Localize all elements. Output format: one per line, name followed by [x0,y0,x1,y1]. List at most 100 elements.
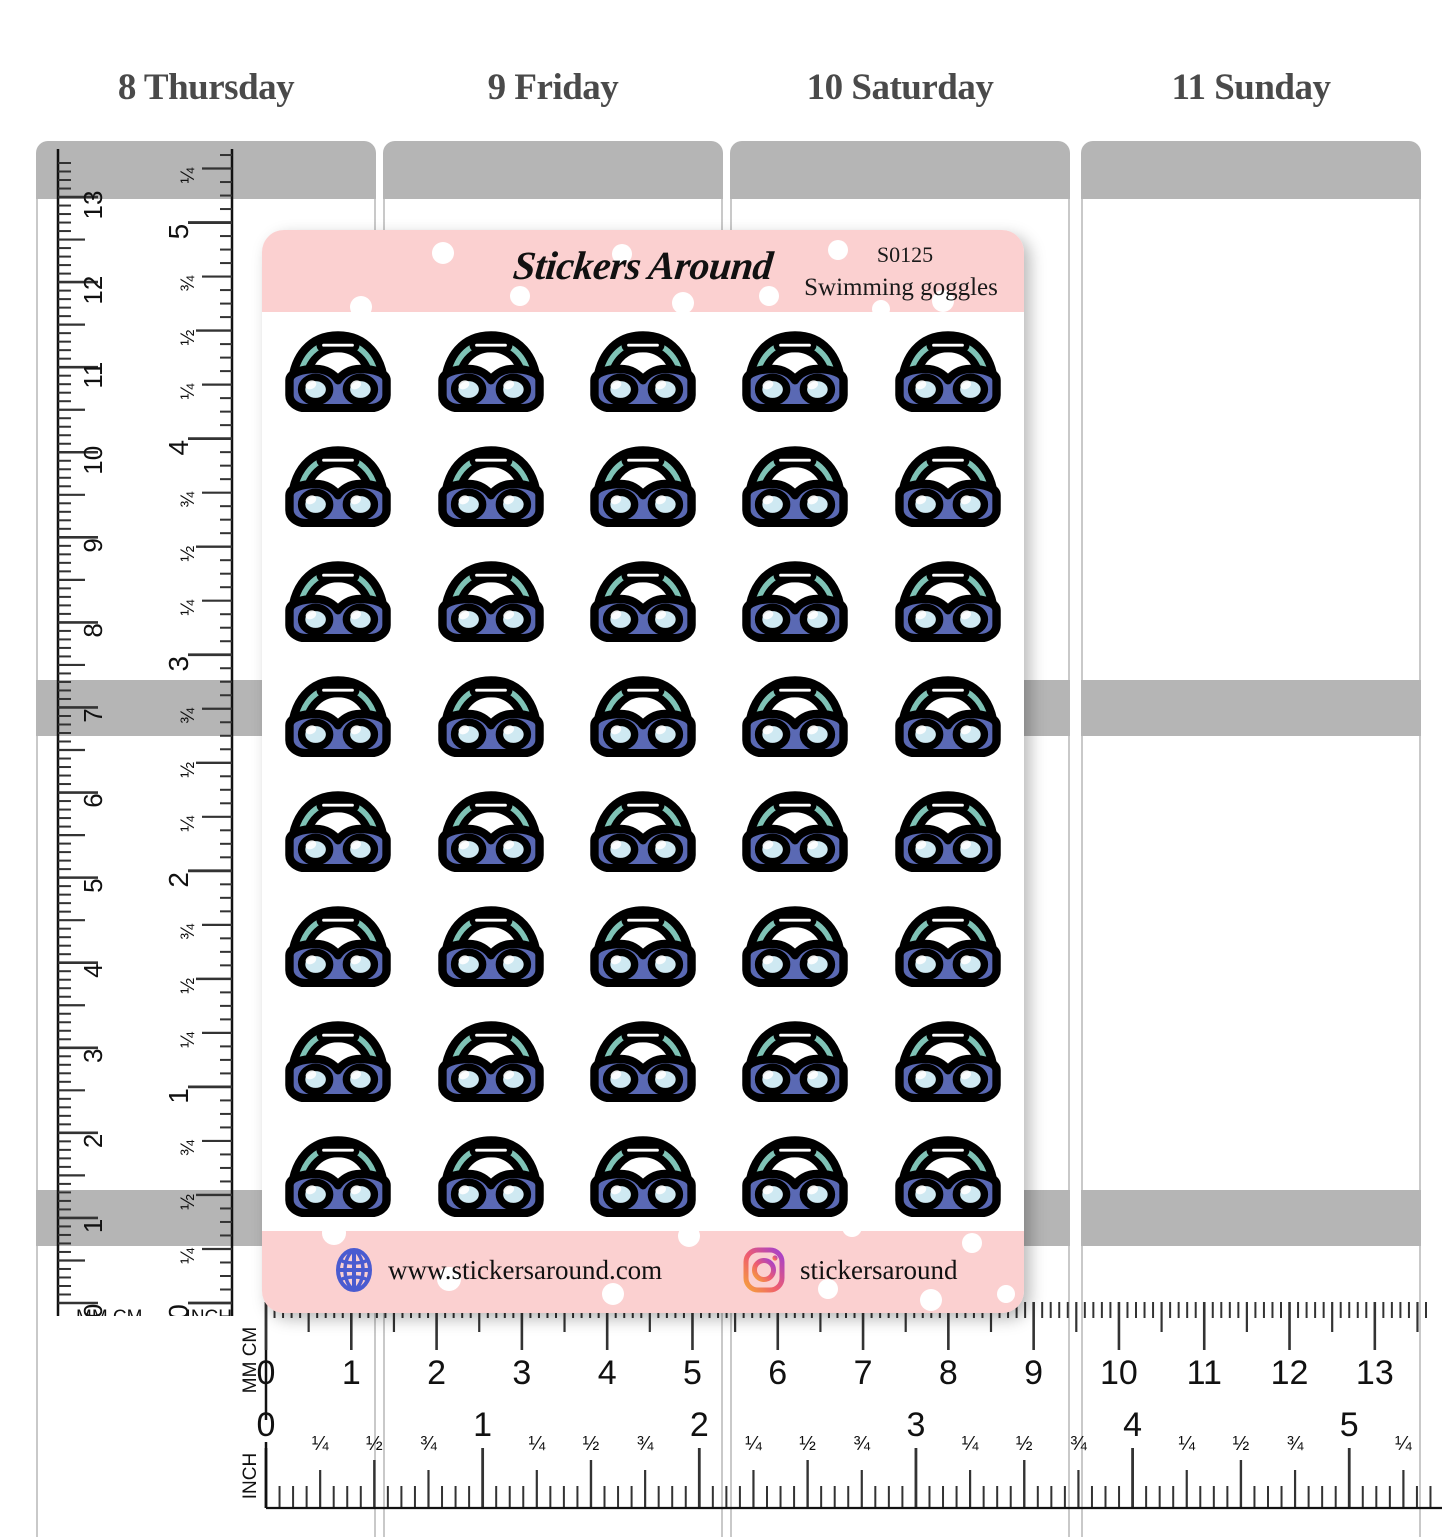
day-column-header [36,141,376,199]
sticker-swimming-goggles[interactable] [282,786,394,872]
ruler-h-inch-frac-label: ¼ [1178,1433,1195,1455]
ruler-h-inch-frac-label: ½ [1233,1433,1250,1455]
sticker-swimming-goggles[interactable] [892,671,1004,758]
ruler-v-cm-label-1: 1 [78,1219,108,1233]
ruler-v-cm-label-2: 2 [78,1134,108,1148]
sticker-swimming-goggles[interactable] [739,901,851,987]
ruler-v-inch-frac-label: ½ [178,330,199,346]
globe-icon [336,1248,372,1292]
sticker-swimming-goggles[interactable] [892,441,1004,528]
footer-dot-2 [602,1283,624,1305]
ruler-h-inch-label-2: 2 [690,1406,709,1444]
sticker-swimming-goggles[interactable] [435,441,547,528]
header-dot-6 [828,240,848,260]
ruler-h-inch-label-5: 5 [1340,1406,1359,1444]
sticker-swimming-goggles[interactable] [435,326,547,413]
sticker-swimming-goggles[interactable] [282,441,394,528]
ruler-h-cm-label-0: 0 [257,1354,276,1392]
sticker-swimming-goggles[interactable] [282,1131,394,1217]
ruler-v-inch-frac-label: ¼ [178,383,199,400]
ruler-h-cm-label-7: 7 [854,1354,873,1392]
sticker-swimming-goggles[interactable] [739,326,851,413]
ruler-h-inch-frac-label: ¼ [962,1433,979,1455]
day-column-header [1081,141,1421,199]
sheet-header-bar: Stickers Around S0125 Swimming goggles [262,230,1024,312]
instagram-text: stickersaround [800,1254,958,1285]
sticker-swimming-goggles[interactable] [892,326,1004,413]
sticker-swimming-goggles[interactable] [892,1016,1004,1102]
ruler-h-inch-frac-label: ¾ [1287,1433,1304,1455]
sticker-swimming-goggles[interactable] [587,671,699,758]
ruler-v-inch-frac-label: ¼ [178,1031,199,1048]
ruler-h-inch-label-0: 0 [257,1406,276,1444]
sticker-swimming-goggles[interactable] [892,556,1004,643]
ruler-v-inch-frac-label: ¾ [178,491,199,508]
sticker-swimming-goggles[interactable] [435,1131,547,1217]
day-label-3: 11 Sunday [1171,67,1331,108]
sticker-swimming-goggles[interactable] [282,556,394,643]
ruler-h-cm-label-11: 11 [1187,1354,1222,1392]
sticker-swimming-goggles[interactable] [892,786,1004,872]
ruler-h-inch-frac-label: ¾ [853,1433,870,1455]
header-dot-3 [612,244,632,264]
horizontal-ruler: 0 1 2 3 4 5 6 7 8 9 10 11 12 130 ¼ ½ ¾ 1 ¼ ½ ¾ 2 ¼ ½ ¾ 3 ¼ ½ ¾ 4 ¼ ½ ¾ 5 ¼… [240,1302,1442,1510]
sticker-swimming-goggles[interactable] [587,786,699,872]
ruler-h-inch-frac-label: ½ [799,1433,816,1455]
sticker-swimming-goggles[interactable] [587,901,699,987]
sticker-swimming-goggles[interactable] [435,786,547,872]
header-dot-9 [872,300,890,312]
sticker-swimming-goggles[interactable] [587,1131,699,1217]
ruler-v-inch-label-1: 1 [163,1088,194,1104]
sticker-swimming-goggles[interactable] [282,326,394,413]
ruler-h-cm-label-13: 13 [1356,1354,1394,1392]
sticker-swimming-goggles[interactable] [739,556,851,643]
ruler-h-inch-frac-label: ½ [583,1433,600,1455]
sticker-swimming-goggles[interactable] [282,901,394,987]
header-dot-4 [672,292,694,312]
header-dot-0 [432,242,454,264]
ruler-v-inch-frac-label: ¼ [178,166,199,183]
ruler-h-inch-label-4: 4 [1123,1406,1142,1444]
sticker-swimming-goggles[interactable] [587,556,699,643]
ruler-h-inch-frac-label: ¼ [312,1433,329,1455]
footer-dot-0 [322,1231,346,1245]
sticker-swimming-goggles[interactable] [435,1016,547,1102]
sticker-swimming-goggles[interactable] [739,671,851,758]
website-link[interactable]: www.stickersaround.com [334,1247,662,1293]
ruler-v-inch-label-5: 5 [163,224,194,240]
ruler-v-cm-label-10: 10 [78,446,108,475]
sticker-sheet[interactable]: Stickers Around S0125 Swimming goggles [262,230,1024,1313]
sticker-swimming-goggles[interactable] [739,441,851,528]
ruler-v-cm-label-8: 8 [78,623,108,637]
ruler-h-inch-frac-label: ¾ [1070,1433,1087,1455]
sticker-swimming-goggles[interactable] [892,901,1004,987]
sticker-swimming-goggles[interactable] [739,1016,851,1102]
sticker-swimming-goggles[interactable] [435,556,547,643]
sticker-swimming-goggles[interactable] [435,901,547,987]
sticker-swimming-goggles[interactable] [892,1131,1004,1217]
ruler-h-inch-label-1: 1 [473,1406,492,1444]
sticker-swimming-goggles[interactable] [587,326,699,413]
header-dot-1 [350,296,372,312]
ruler-h-inch-frac-label: ¼ [745,1433,762,1455]
sticker-swimming-goggles[interactable] [435,671,547,758]
day-column-3[interactable] [1081,141,1421,1537]
instagram-link[interactable]: stickersaround [742,1247,957,1293]
ruler-v-inch-label-4: 4 [163,440,194,456]
sticker-swimming-goggles[interactable] [587,441,699,528]
ruler-v-cm-label-7: 7 [78,708,108,722]
footer-dot-6 [920,1289,942,1311]
sticker-swimming-goggles[interactable] [282,671,394,758]
ruler-v-cm-label-9: 9 [78,538,108,552]
day-column-body[interactable] [1081,199,1421,1537]
sticker-swimming-goggles[interactable] [739,1131,851,1217]
ruler-h-cm-unit: MM CM [240,1327,261,1393]
ruler-h-cm-label-4: 4 [598,1354,617,1392]
sticker-swimming-goggles[interactable] [587,1016,699,1102]
sticker-swimming-goggles[interactable] [739,786,851,872]
ruler-v-inch-frac-label: ½ [178,978,199,994]
ruler-v-cm-label-12: 12 [78,276,108,305]
sticker-swimming-goggles[interactable] [282,1016,394,1102]
ruler-h-cm-label-1: 1 [342,1354,361,1392]
ruler-h-cm-label-2: 2 [427,1354,446,1392]
